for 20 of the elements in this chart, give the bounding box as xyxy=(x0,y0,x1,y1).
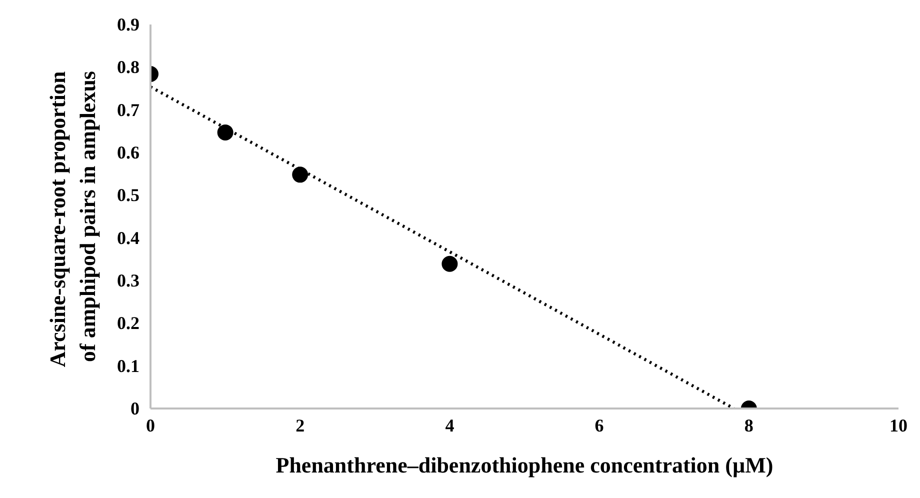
y-tick-label: 0.3 xyxy=(117,270,140,290)
y-tick-label: 0.2 xyxy=(117,313,140,334)
y-tick-label: 0.5 xyxy=(117,185,140,206)
y-tick-label: 0.1 xyxy=(117,356,140,376)
point xyxy=(217,124,234,140)
y-tick-label: 0.8 xyxy=(117,57,140,78)
x-tick-label: 8 xyxy=(744,416,754,436)
y-tick-label: 0.6 xyxy=(117,142,140,162)
x-axis-title: Phenanthrene–dibenzothiophene concentration (µM) xyxy=(276,452,774,478)
point xyxy=(292,166,308,183)
x-tick-label: 10 xyxy=(890,416,908,436)
y-tick-label: 0.4 xyxy=(117,228,140,248)
y-tick-label: 0 xyxy=(130,398,140,418)
y-tick-label: 0.9 xyxy=(117,14,140,34)
y-tick-label: 0.7 xyxy=(117,100,140,120)
x-tick-label: 4 xyxy=(445,416,454,436)
x-tick-label: 6 xyxy=(594,416,604,436)
x-tick-label: 0 xyxy=(146,416,155,436)
x-tick-label: 2 xyxy=(296,416,305,436)
y-axis-title: Arcsine-square-root proportion of amphipod pairs in amplexus xyxy=(45,70,100,368)
